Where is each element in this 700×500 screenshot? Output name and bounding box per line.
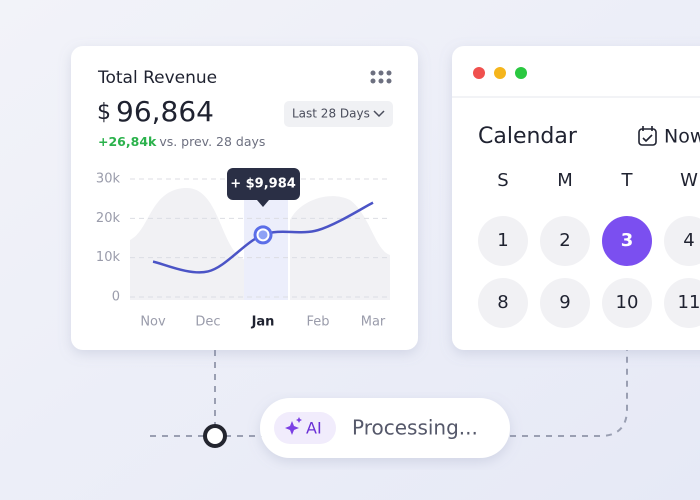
today-button[interactable]: Now — [664, 126, 700, 148]
tooltip — [227, 168, 300, 200]
calendar-title: Calendar — [478, 124, 578, 149]
menu-icon[interactable] — [370, 70, 392, 84]
ai-badge-label: AI — [306, 419, 322, 438]
change-note: vs. prev. 28 days — [159, 134, 265, 149]
day-cell[interactable] — [540, 278, 590, 328]
y-tick-label: 20k — [96, 211, 121, 226]
selected-point-core — [258, 230, 268, 240]
weekday-label: W — [680, 170, 698, 191]
period-label: Last 28 Days — [292, 107, 370, 121]
x-tick-label: Mar — [361, 315, 386, 330]
day-cell[interactable] — [540, 216, 590, 266]
connectors — [150, 350, 628, 437]
tooltip-label: + $9,984 — [230, 177, 296, 192]
day-cell[interactable] — [478, 278, 528, 328]
sparkle-icon — [285, 417, 302, 435]
y-tick-label: 10k — [96, 250, 121, 265]
ai-status-text: Processing... — [352, 416, 478, 440]
calendar-icon — [638, 126, 657, 146]
currency: $ — [97, 100, 111, 125]
day-cell[interactable] — [664, 278, 700, 328]
change-line: +26,84k vs. prev. 28 days — [98, 134, 265, 149]
window-minimize[interactable] — [494, 67, 506, 79]
revenue-chart: 0 10k 20k 30k Nov Dec Jan Feb Mar + $9,984 — [96, 168, 390, 330]
x-tick-label: Dec — [195, 315, 220, 330]
weekday-label: T — [621, 170, 634, 191]
weekday-label: M — [557, 170, 573, 191]
day-label: 8 — [497, 292, 508, 313]
day-label: 4 — [683, 230, 694, 251]
tooltip-arrow — [257, 200, 269, 207]
chevron — [373, 110, 385, 118]
day-label: 9 — [559, 292, 570, 313]
selected-day[interactable] — [602, 216, 652, 266]
weekday-label: S — [497, 170, 508, 191]
period-dropdown[interactable] — [284, 101, 393, 127]
day-label: 2 — [559, 230, 570, 251]
day-cell[interactable] — [602, 278, 652, 328]
x-tick-label: Nov — [140, 315, 166, 330]
card-title: Total Revenue — [97, 68, 217, 88]
day-label: 11 — [678, 292, 700, 313]
day-cell[interactable] — [664, 216, 700, 266]
day-label: 1 — [497, 230, 508, 251]
x-tick-label: Jan — [251, 315, 275, 330]
day-label: 3 — [621, 230, 634, 251]
day-label: 10 — [616, 292, 639, 313]
window-close[interactable] — [473, 67, 485, 79]
y-tick-label: 0 — [112, 290, 120, 305]
connector-node — [203, 424, 227, 448]
calendar-card — [452, 46, 700, 350]
window-maximize[interactable] — [515, 67, 527, 79]
selected-band — [244, 190, 288, 300]
y-tick-label: 30k — [96, 172, 121, 187]
change: +26,84k — [98, 134, 157, 149]
calendar-grid: S M T W 1 2 3 4 8 9 10 11 — [478, 170, 700, 328]
amount: 96,864 — [116, 95, 214, 128]
day-cell[interactable] — [478, 216, 528, 266]
x-tick-label: Feb — [306, 315, 329, 330]
ai-badge — [274, 412, 336, 444]
